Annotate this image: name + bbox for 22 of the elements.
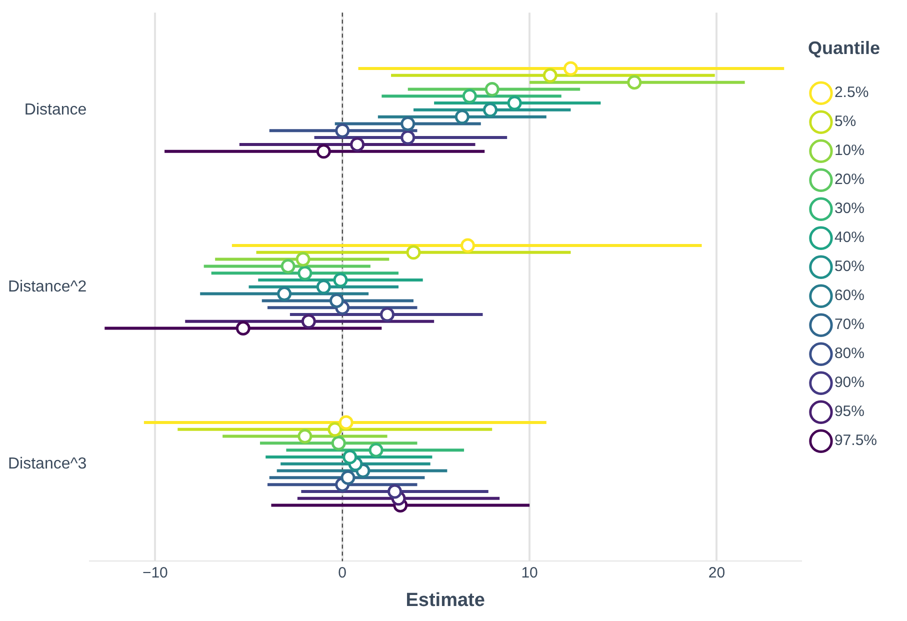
y-tick-label: Distance^3	[8, 455, 87, 472]
x-tick-label: 20	[708, 564, 726, 582]
legend-label: 30%	[834, 200, 864, 218]
legend-label: 70%	[834, 316, 864, 334]
y-tick-label: Distance^2	[8, 278, 87, 296]
legend-label: 10%	[834, 142, 864, 160]
x-tick-label: 10	[521, 564, 538, 582]
x-tick-label: 0	[338, 564, 347, 582]
x-axis-title: Estimate	[406, 590, 485, 611]
legend-title: Quantile	[808, 38, 880, 58]
legend-label: 80%	[834, 345, 864, 362]
legend-label: 40%	[834, 229, 864, 246]
legend-label: 90%	[834, 374, 864, 392]
legend-label: 2.5%	[834, 84, 869, 102]
x-tick-label: −10	[142, 564, 168, 582]
legend-label: 5%	[834, 113, 856, 130]
legend-label: 50%	[834, 258, 864, 276]
legend-label: 20%	[834, 171, 864, 188]
legend-label: 60%	[834, 287, 864, 304]
legend-label: 95%	[834, 403, 864, 420]
legend-label: 97.5%	[834, 432, 878, 450]
y-tick-label: Distance	[24, 101, 87, 118]
